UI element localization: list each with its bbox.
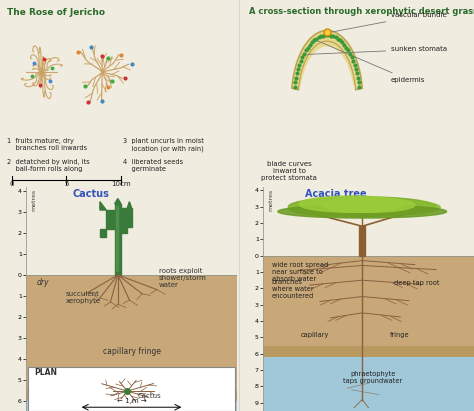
Text: 2  detatched by wind, its
    ball-form rolls along: 2 detatched by wind, its ball-form rolls… — [7, 159, 90, 172]
Text: water table: water table — [36, 381, 76, 387]
Text: 10cm: 10cm — [111, 181, 131, 187]
Text: vascular bundle: vascular bundle — [332, 12, 447, 32]
Polygon shape — [115, 204, 121, 275]
Text: Cactus: Cactus — [73, 189, 109, 199]
Bar — [26, 401, 237, 411]
Text: dry: dry — [36, 278, 49, 287]
Text: metres: metres — [31, 189, 36, 211]
Polygon shape — [115, 199, 121, 204]
Text: A cross-section through xerophytic desert grass: A cross-section through xerophytic deser… — [249, 7, 474, 16]
Text: branches
where water
encountered: branches where water encountered — [272, 279, 314, 299]
Ellipse shape — [347, 200, 440, 215]
Polygon shape — [128, 202, 132, 208]
Bar — [263, 346, 474, 357]
Polygon shape — [292, 30, 362, 90]
Bar — [28, 367, 235, 411]
Text: deep tap root: deep tap root — [394, 280, 439, 286]
Text: wide root spread
near surface to
absorb water: wide root spread near surface to absorb … — [272, 262, 328, 282]
Polygon shape — [359, 226, 365, 256]
Text: 0: 0 — [9, 181, 14, 187]
Ellipse shape — [299, 196, 404, 212]
Text: phraetophyte
taps groundwater: phraetophyte taps groundwater — [343, 371, 402, 384]
Text: capillary fringe: capillary fringe — [102, 347, 161, 356]
Ellipse shape — [322, 198, 415, 212]
Text: roots exploit
shower/storm
water: roots exploit shower/storm water — [159, 268, 207, 289]
Text: metres: metres — [268, 189, 273, 211]
Text: epidermis: epidermis — [313, 39, 426, 83]
Text: 5: 5 — [64, 181, 68, 187]
Bar — [26, 275, 237, 390]
Bar — [263, 256, 474, 346]
Text: capillary: capillary — [301, 332, 329, 338]
Polygon shape — [121, 208, 132, 233]
Text: 4  liberated seeds
    germinate: 4 liberated seeds germinate — [123, 159, 183, 172]
Text: Acacia tree: Acacia tree — [305, 189, 367, 199]
Text: succulent
xerophyte: succulent xerophyte — [65, 291, 100, 304]
Text: fringe: fringe — [390, 332, 409, 338]
Text: 1  fruits mature, dry
    branches roll inwards: 1 fruits mature, dry branches roll inwar… — [7, 139, 87, 151]
Ellipse shape — [288, 201, 373, 216]
Ellipse shape — [288, 197, 436, 217]
Text: Cactus: Cactus — [138, 393, 162, 399]
Polygon shape — [292, 30, 362, 85]
Polygon shape — [116, 206, 118, 271]
Polygon shape — [100, 210, 115, 237]
Polygon shape — [100, 202, 106, 210]
Text: PLAN: PLAN — [35, 368, 57, 377]
Text: The Rose of Jericho: The Rose of Jericho — [7, 8, 105, 17]
Ellipse shape — [278, 205, 447, 218]
Bar — [263, 357, 474, 411]
Bar — [26, 390, 237, 401]
Text: ← 1 m →: ← 1 m → — [117, 398, 146, 404]
Text: sunken stomata: sunken stomata — [307, 46, 447, 54]
Text: 3  plant uncurls in moist
    location (or with rain): 3 plant uncurls in moist location (or wi… — [123, 139, 204, 152]
Text: blade curves
inward to
protect stomata: blade curves inward to protect stomata — [261, 161, 317, 181]
